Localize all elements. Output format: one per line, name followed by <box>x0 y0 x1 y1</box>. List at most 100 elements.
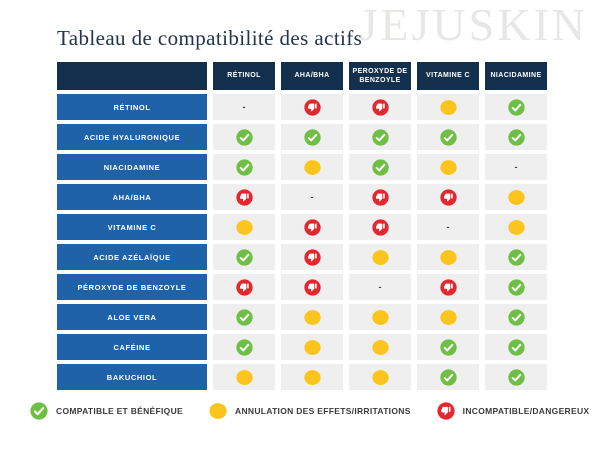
check-badge-icon <box>371 158 389 176</box>
compatibility-cell <box>417 304 479 330</box>
check-badge-icon <box>507 368 525 386</box>
compatibility-cell <box>417 154 479 180</box>
compatibility-cell <box>349 184 411 210</box>
warning-dot-icon <box>439 159 457 175</box>
check-badge-icon <box>507 128 525 146</box>
thumbs-down-icon <box>437 402 455 420</box>
thumbs-down-icon <box>303 248 321 266</box>
warning-dot-icon <box>507 189 525 205</box>
warning-dot-icon <box>235 369 253 385</box>
warning-dot-icon <box>303 309 321 325</box>
warning-dot-icon <box>303 159 321 175</box>
compatibility-cell <box>281 334 343 360</box>
compatibility-cell <box>485 304 547 330</box>
legend-item: ANNULATION DES EFFETS/IRRITATIONS <box>209 402 411 420</box>
table-corner-cell <box>57 62 207 90</box>
compatibility-cell: - <box>213 94 275 120</box>
compatibility-cell: - <box>417 214 479 240</box>
column-header: RÉTINOL <box>213 62 275 90</box>
check-badge-icon <box>507 248 525 266</box>
compatibility-cell <box>281 154 343 180</box>
warning-dot-icon <box>371 309 389 325</box>
compatibility-cell <box>213 274 275 300</box>
compatibility-cell <box>281 274 343 300</box>
row-header: CAFÉINE <box>57 334 207 360</box>
compatibility-cell <box>349 304 411 330</box>
check-badge-icon <box>235 158 253 176</box>
thumbs-down-icon <box>303 278 321 296</box>
column-header: VITAMINE C <box>417 62 479 90</box>
warning-dot-icon <box>303 369 321 385</box>
check-badge-icon <box>30 402 48 420</box>
check-badge-icon <box>235 308 253 326</box>
compatibility-cell: - <box>349 274 411 300</box>
thumbs-down-icon <box>303 218 321 236</box>
check-badge-icon <box>507 308 525 326</box>
column-header: NIACIDAMINE <box>485 62 547 90</box>
warning-dot-icon <box>209 403 227 419</box>
compatibility-cell <box>485 274 547 300</box>
warning-dot-icon <box>235 219 253 235</box>
row-header: ACIDE AZÉLAÏQUE <box>57 244 207 270</box>
compatibility-cell <box>213 154 275 180</box>
check-badge-icon <box>235 338 253 356</box>
thumbs-down-icon <box>371 98 389 116</box>
compatibility-cell <box>349 334 411 360</box>
warning-dot-icon <box>439 249 457 265</box>
row-header: PÉROXYDE DE BENZOYLE <box>57 274 207 300</box>
compatibility-cell <box>281 214 343 240</box>
check-badge-icon <box>507 98 525 116</box>
warning-dot-icon <box>439 309 457 325</box>
compatibility-cell <box>417 364 479 390</box>
warning-dot-icon <box>439 99 457 115</box>
check-badge-icon <box>507 338 525 356</box>
legend-item: COMPATIBLE ET BÉNÉFIQUE <box>30 402 183 420</box>
compatibility-cell <box>485 214 547 240</box>
compatibility-cell <box>349 244 411 270</box>
row-header: NIACIDAMINE <box>57 154 207 180</box>
compatibility-cell <box>213 364 275 390</box>
compatibility-cell <box>417 124 479 150</box>
check-badge-icon <box>507 278 525 296</box>
row-header: VITAMINE C <box>57 214 207 240</box>
compatibility-cell <box>417 184 479 210</box>
compatibility-cell <box>417 334 479 360</box>
not-applicable-dash: - <box>242 101 246 112</box>
compatibility-cell <box>213 244 275 270</box>
warning-dot-icon <box>507 219 525 235</box>
compatibility-cell <box>213 184 275 210</box>
check-badge-icon <box>439 338 457 356</box>
compatibility-cell: - <box>485 154 547 180</box>
check-badge-icon <box>439 368 457 386</box>
compatibility-cell <box>349 364 411 390</box>
warning-dot-icon <box>371 339 389 355</box>
compatibility-cell <box>485 334 547 360</box>
legend: COMPATIBLE ET BÉNÉFIQUE ANNULATION DES EF… <box>30 402 589 420</box>
compatibility-table: RÉTINOL AHA/BHA PEROXYDE DE BENZOYLE VITAMI… <box>57 62 547 390</box>
compatibility-cell <box>485 94 547 120</box>
compatibility-cell <box>485 364 547 390</box>
compatibility-cell <box>349 154 411 180</box>
warning-dot-icon <box>303 339 321 355</box>
brand-watermark: JEJUSKIN <box>359 0 588 50</box>
compatibility-cell <box>417 244 479 270</box>
compatibility-cell <box>485 184 547 210</box>
check-badge-icon <box>235 248 253 266</box>
column-header: PEROXYDE DE BENZOYLE <box>349 62 411 90</box>
thumbs-down-icon <box>235 188 253 206</box>
thumbs-down-icon <box>303 98 321 116</box>
compatibility-cell <box>417 94 479 120</box>
compatibility-cell <box>281 94 343 120</box>
not-applicable-dash: - <box>310 191 314 202</box>
thumbs-down-icon <box>235 278 253 296</box>
row-header: RÉTINOL <box>57 94 207 120</box>
row-header: BAKUCHIOL <box>57 364 207 390</box>
compatibility-cell <box>349 214 411 240</box>
check-badge-icon <box>235 128 253 146</box>
compatibility-cell <box>213 214 275 240</box>
compatibility-cell <box>417 274 479 300</box>
compatibility-cell <box>213 304 275 330</box>
compatibility-cell <box>485 244 547 270</box>
check-badge-icon <box>371 128 389 146</box>
